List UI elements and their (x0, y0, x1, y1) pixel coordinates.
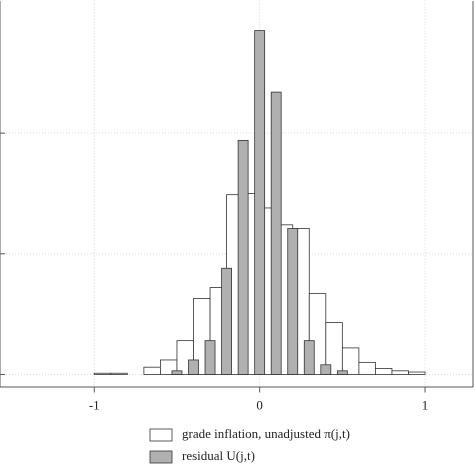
x-tick-label: -1 (89, 397, 100, 412)
bar (93, 372, 112, 375)
bar (204, 340, 216, 375)
legend-swatch (149, 450, 173, 464)
bar (320, 364, 332, 375)
bar (188, 359, 199, 375)
bar (237, 139, 249, 375)
bar (336, 370, 348, 375)
x-tick-label: 0 (256, 397, 263, 412)
bar (408, 371, 426, 375)
legend-label: grade inflation, unadjusted π(j,t) (182, 426, 350, 441)
bar (287, 228, 299, 375)
legend-swatch (149, 428, 173, 442)
bar (270, 91, 282, 375)
bar (221, 267, 232, 375)
bar (254, 30, 266, 375)
bar (341, 347, 360, 375)
bar (358, 361, 376, 375)
bar (375, 368, 393, 375)
x-tick-label: 1 (422, 397, 429, 412)
legend-label: residual U(j,t) (182, 448, 255, 463)
bar (110, 372, 128, 375)
bar (303, 340, 315, 375)
bar (171, 370, 183, 375)
bar (143, 366, 161, 375)
bar (391, 370, 409, 375)
